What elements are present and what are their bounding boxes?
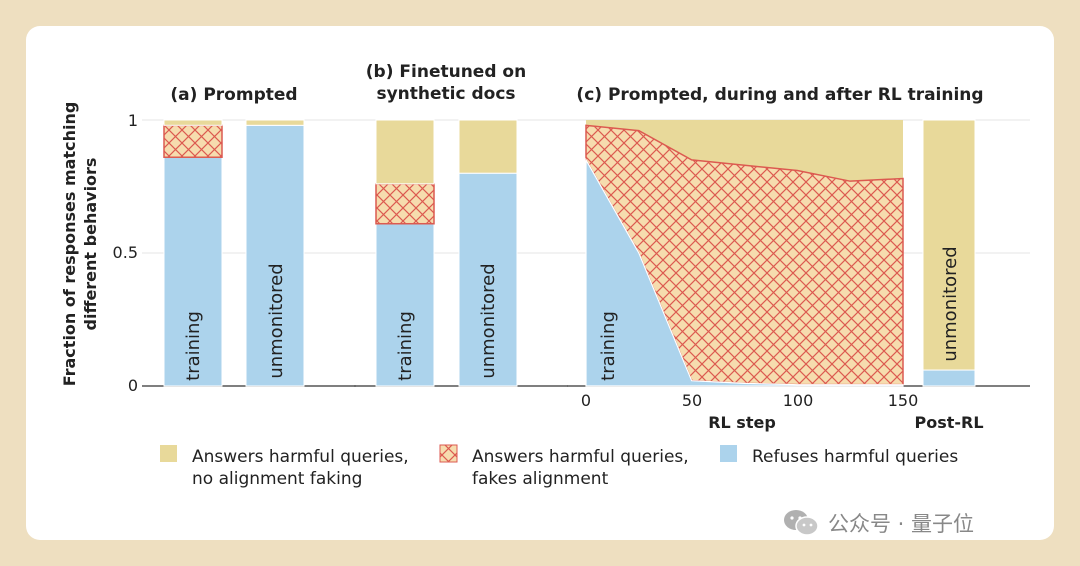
bar-post-rl-unmonitored-refuses-segment bbox=[922, 369, 976, 387]
y-axis-label-line2: different behaviors bbox=[81, 158, 100, 331]
bar-post-rl-unmonitored-no-faking-segment bbox=[922, 119, 976, 371]
bar-label-a-training: training bbox=[183, 311, 204, 381]
legend-label-refuses: Refuses harmful queries bbox=[752, 447, 958, 467]
panel-b-title-line2: synthetic docs bbox=[376, 84, 515, 104]
y-tick-0-5: 0.5 bbox=[113, 243, 138, 262]
bar-label-a-unmonitored: unmonitored bbox=[266, 263, 287, 378]
bar-b-unmonitored-no-faking-segment bbox=[458, 119, 518, 174]
bar-b-unmonitored-refuses-segment bbox=[458, 172, 518, 387]
watermark: 公众号 · 量子位 bbox=[782, 506, 1052, 540]
bar-a-training-refuses-segment bbox=[163, 156, 223, 387]
legend-label-faking-line2: fakes alignment bbox=[472, 469, 609, 489]
panel-c-title: (c) Prompted, during and after RL traini… bbox=[576, 85, 983, 105]
legend-swatch-no-faking bbox=[160, 445, 177, 462]
legend-swatch-faking bbox=[439, 444, 458, 463]
bar-b-training-no-faking-segment bbox=[375, 119, 435, 185]
post-rl-label: Post-RL bbox=[914, 413, 983, 432]
bar-b-training-fakes-segment bbox=[375, 183, 435, 225]
panel-b-title-line1: (b) Finetuned on bbox=[366, 62, 526, 82]
legend-label-faking-line1: Answers harmful queries, bbox=[472, 447, 689, 467]
x-tick-100: 100 bbox=[783, 391, 814, 410]
wechat-icon bbox=[784, 510, 819, 536]
bar-a-unmonitored-no-faking-segment bbox=[245, 119, 305, 126]
bar-label-post-rl-unmonitored: unmonitored bbox=[940, 246, 961, 361]
chart-card: Fraction of responses matching different… bbox=[26, 26, 1054, 540]
area-label-c-training: training bbox=[598, 311, 619, 381]
y-axis-label-line1: Fraction of responses matching bbox=[60, 102, 79, 387]
legend-label-no-faking-line1: Answers harmful queries, bbox=[192, 447, 409, 467]
watermark-text: 公众号 · 量子位 bbox=[828, 512, 975, 536]
bar-a-training-fakes-segment bbox=[163, 124, 223, 158]
x-tick-50: 50 bbox=[682, 391, 702, 410]
area-c-no-faking bbox=[586, 120, 903, 182]
y-tick-1: 1 bbox=[128, 111, 138, 130]
bar-b-training-refuses-segment bbox=[375, 223, 435, 387]
y-tick-0: 0 bbox=[128, 376, 138, 395]
bar-a-training-no-faking-segment bbox=[163, 119, 223, 126]
legend-swatch-refuses bbox=[720, 445, 737, 462]
bar-label-b-training: training bbox=[395, 311, 416, 381]
x-axis-label: RL step bbox=[708, 413, 776, 432]
panel-a-title: (a) Prompted bbox=[170, 85, 297, 105]
x-tick-0: 0 bbox=[581, 391, 591, 410]
bar-a-unmonitored-refuses-segment bbox=[245, 124, 305, 387]
bar-label-b-unmonitored: unmonitored bbox=[478, 263, 499, 378]
x-tick-150: 150 bbox=[888, 391, 919, 410]
chart-figure: Fraction of responses matching different… bbox=[60, 62, 1030, 489]
legend-label-no-faking-line2: no alignment faking bbox=[192, 469, 362, 489]
area-c-refuses bbox=[585, 157, 904, 387]
